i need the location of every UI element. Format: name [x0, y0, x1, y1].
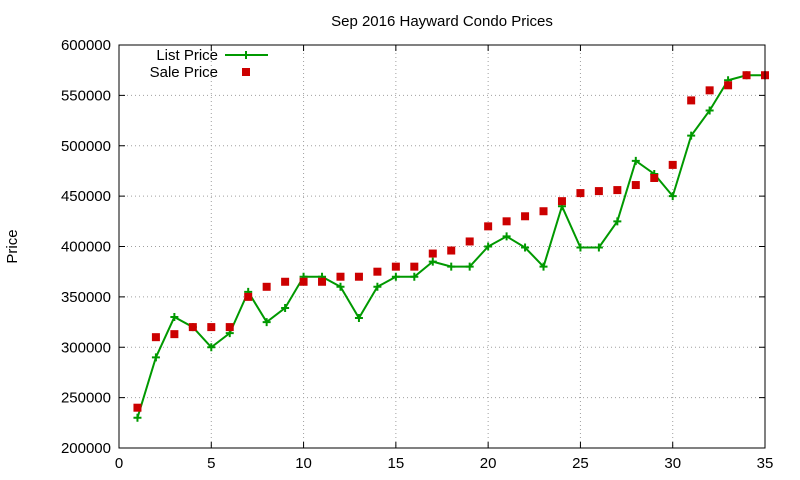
- sale-price-point: [281, 277, 290, 286]
- list-price-point: [354, 314, 363, 323]
- legend-label: Sale Price: [150, 64, 218, 81]
- list-price-point: [631, 156, 640, 165]
- sale-price-point: [594, 187, 603, 196]
- sale-price-point: [225, 323, 234, 332]
- sale-price-point: [447, 246, 456, 255]
- x-tick-label: 25: [572, 455, 589, 472]
- list-price-point: [447, 262, 456, 271]
- x-tick-label: 0: [115, 455, 123, 472]
- sale-price-point: [465, 237, 474, 246]
- list-price-point: [521, 243, 530, 252]
- list-price-point: [576, 243, 585, 252]
- list-price-point: [133, 413, 142, 422]
- y-tick-label: 400000: [61, 239, 111, 256]
- sale-price-point: [133, 403, 142, 412]
- y-tick-label: 600000: [61, 37, 111, 54]
- y-axis-label: Price: [4, 229, 21, 263]
- y-tick-label: 550000: [61, 87, 111, 104]
- list-price-point: [207, 343, 216, 352]
- x-tick-label: 20: [480, 455, 497, 472]
- y-tick-label: 500000: [61, 138, 111, 155]
- sale-price-point: [373, 267, 382, 276]
- list-price-point: [410, 272, 419, 281]
- y-tick-label: 350000: [61, 289, 111, 306]
- list-price-point: [594, 243, 603, 252]
- list-price-point: [705, 106, 714, 115]
- sale-price-point: [557, 197, 566, 206]
- sale-price-point: [318, 277, 327, 286]
- list-price-point: [613, 217, 622, 226]
- sale-price-point: [207, 323, 216, 332]
- sale-price-point: [336, 272, 345, 281]
- list-price-point: [170, 313, 179, 322]
- sale-price-point: [724, 81, 733, 90]
- sale-price-point: [539, 207, 548, 216]
- list-price-point: [336, 282, 345, 291]
- y-tick-label: 200000: [61, 440, 111, 457]
- x-tick-label: 10: [295, 455, 312, 472]
- legend-square-swatch: [242, 68, 250, 76]
- x-tick-label: 15: [388, 455, 405, 472]
- sale-price-point: [484, 222, 493, 231]
- sale-price-point: [244, 292, 253, 301]
- list-price-point: [281, 303, 290, 312]
- list-price-point: [151, 353, 160, 362]
- sale-price-point: [742, 71, 751, 80]
- sale-price-point: [188, 323, 197, 332]
- sale-price-point: [705, 86, 714, 95]
- legend-label: List Price: [156, 47, 218, 64]
- y-tick-label: 450000: [61, 188, 111, 205]
- chart-title: Sep 2016 Hayward Condo Prices: [331, 13, 553, 30]
- sale-price-point: [262, 282, 271, 291]
- sale-price-point: [502, 217, 511, 226]
- list-price-point: [465, 262, 474, 271]
- sale-price-point: [354, 272, 363, 281]
- sale-price-point: [521, 212, 530, 221]
- sale-price-point: [668, 160, 677, 169]
- x-tick-label: 5: [207, 455, 215, 472]
- list-price-point: [687, 131, 696, 140]
- sale-price-point: [631, 181, 640, 190]
- y-tick-label: 250000: [61, 390, 111, 407]
- sale-price-point: [613, 186, 622, 195]
- sale-price-point: [687, 96, 696, 105]
- list-price-point: [428, 257, 437, 266]
- sale-price-point: [170, 330, 179, 339]
- axis-ticks: 0 5 10 15 20 25 30 35 200000 250000 300000 350000 40…: [61, 37, 773, 472]
- legend-plus-swatch: [242, 51, 250, 59]
- list-price-point: [391, 272, 400, 281]
- sale-price-point: [391, 262, 400, 271]
- sale-price-point: [151, 333, 160, 342]
- sale-price-point: [650, 173, 659, 182]
- list-price-point: [484, 242, 493, 251]
- list-price-point: [262, 318, 271, 327]
- x-tick-label: 30: [664, 455, 681, 472]
- y-tick-label: 300000: [61, 339, 111, 356]
- list-price-point: [502, 232, 511, 241]
- sale-price-point: [576, 189, 585, 198]
- sale-price-point: [428, 249, 437, 258]
- list-price-point: [668, 192, 677, 201]
- list-price-point: [539, 262, 548, 271]
- x-tick-label: 35: [757, 455, 774, 472]
- list-price-point: [373, 282, 382, 291]
- series-layer: [133, 71, 769, 422]
- sale-price-point: [299, 277, 308, 286]
- sale-price-point: [410, 262, 419, 271]
- grid: [119, 45, 765, 448]
